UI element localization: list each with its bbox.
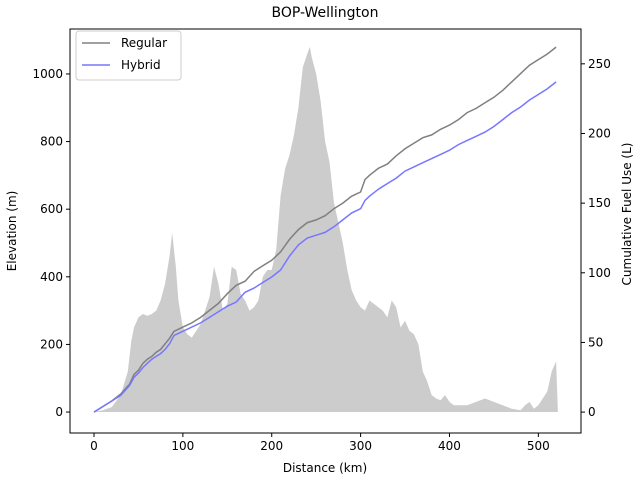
x-tick-label: 300	[349, 439, 372, 453]
elevation-layer	[93, 46, 558, 413]
elevation-area	[93, 46, 558, 413]
x-tick-label: 500	[527, 439, 550, 453]
y-right-tick-label: 250	[588, 57, 611, 71]
chart-title: BOP-Wellington	[272, 5, 379, 21]
series-line-regular	[93, 46, 557, 413]
x-axis-label: Distance (km)	[283, 461, 367, 475]
x-tick-label: 100	[171, 439, 194, 453]
legend-label-regular: Regular	[121, 36, 167, 50]
x-axis: 0 100 200 300 400 500	[90, 433, 550, 453]
series-line-hybrid	[93, 81, 557, 413]
y-axis-left-label: Elevation (m)	[5, 191, 19, 272]
y-axis-right-label: Cumulative Fuel Use (L)	[620, 143, 634, 286]
y-right-tick-label: 50	[588, 335, 603, 349]
legend: Regular Hybrid	[75, 30, 182, 81]
y-right-tick-label: 100	[588, 266, 611, 280]
x-tick-label: 200	[260, 439, 283, 453]
y-right-tick-label: 150	[588, 196, 611, 210]
y-left-tick-label: 200	[40, 337, 63, 351]
y-axis-right: 0 50 100 150 200 250	[581, 57, 611, 419]
legend-label-hybrid: Hybrid	[121, 58, 161, 72]
y-left-tick-label: 1000	[32, 67, 63, 81]
y-right-tick-label: 200	[588, 126, 611, 140]
y-left-tick-label: 400	[40, 270, 63, 284]
series-layer	[93, 46, 557, 413]
plot-frame	[69, 28, 582, 434]
y-left-tick-label: 600	[40, 202, 63, 216]
x-tick-label: 400	[438, 439, 461, 453]
y-axis-left: 0 200 400 600 800 1000	[32, 67, 70, 419]
y-left-tick-label: 800	[40, 135, 63, 149]
y-right-tick-label: 0	[588, 405, 596, 419]
x-tick-label: 0	[90, 439, 98, 453]
y-left-tick-label: 0	[55, 405, 63, 419]
